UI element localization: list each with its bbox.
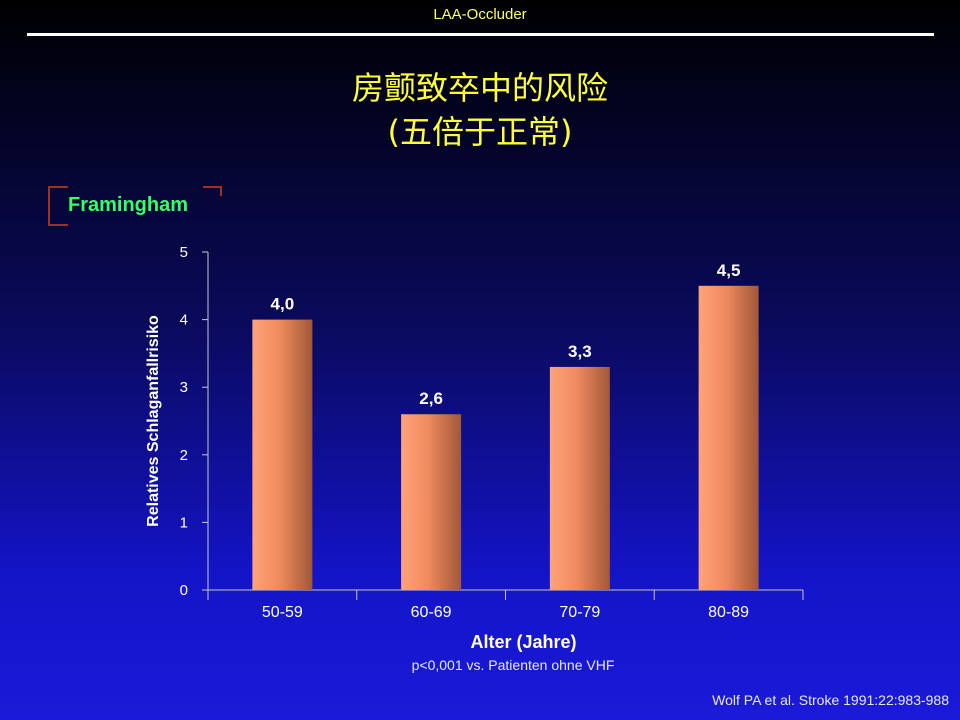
y-axis-label: Relatives Schlaganfallrisiko xyxy=(145,315,162,527)
x-tick-label: 80-89 xyxy=(708,604,749,621)
header-divider xyxy=(27,33,934,36)
study-label-frame xyxy=(48,186,222,226)
data-label: 3,3 xyxy=(568,342,592,361)
study-label-box: Framingham xyxy=(48,186,222,226)
header-label: LAA-Occluder xyxy=(433,6,527,23)
data-label: 2,6 xyxy=(419,389,443,408)
y-tick-label: 1 xyxy=(180,514,188,531)
data-label: 4,5 xyxy=(717,261,741,280)
x-tick-label: 60-69 xyxy=(411,604,452,621)
x-tick-label: 50-59 xyxy=(262,604,303,621)
data-label: 4,0 xyxy=(271,295,295,314)
y-tick-label: 2 xyxy=(180,447,188,464)
y-tick-label: 5 xyxy=(180,244,188,261)
citation: Wolf PA et al. Stroke 1991:22:983-988 xyxy=(712,692,949,708)
bar xyxy=(698,285,759,590)
y-tick-label: 3 xyxy=(180,379,188,396)
study-label: Framingham xyxy=(68,194,189,216)
x-axis-label: Alter (Jahre) xyxy=(470,632,576,652)
bar xyxy=(252,319,313,590)
slide-subtitle: (五倍于正常) xyxy=(387,113,573,151)
slide-title: 房颤致卒中的风险 xyxy=(351,69,608,107)
bar xyxy=(549,366,610,590)
footnote: p<0,001 vs. Patienten ohne VHF xyxy=(411,657,615,673)
bar xyxy=(401,414,462,590)
y-tick-label: 4 xyxy=(180,312,188,329)
x-tick-label: 70-79 xyxy=(559,604,600,621)
y-tick-label: 0 xyxy=(180,582,188,599)
